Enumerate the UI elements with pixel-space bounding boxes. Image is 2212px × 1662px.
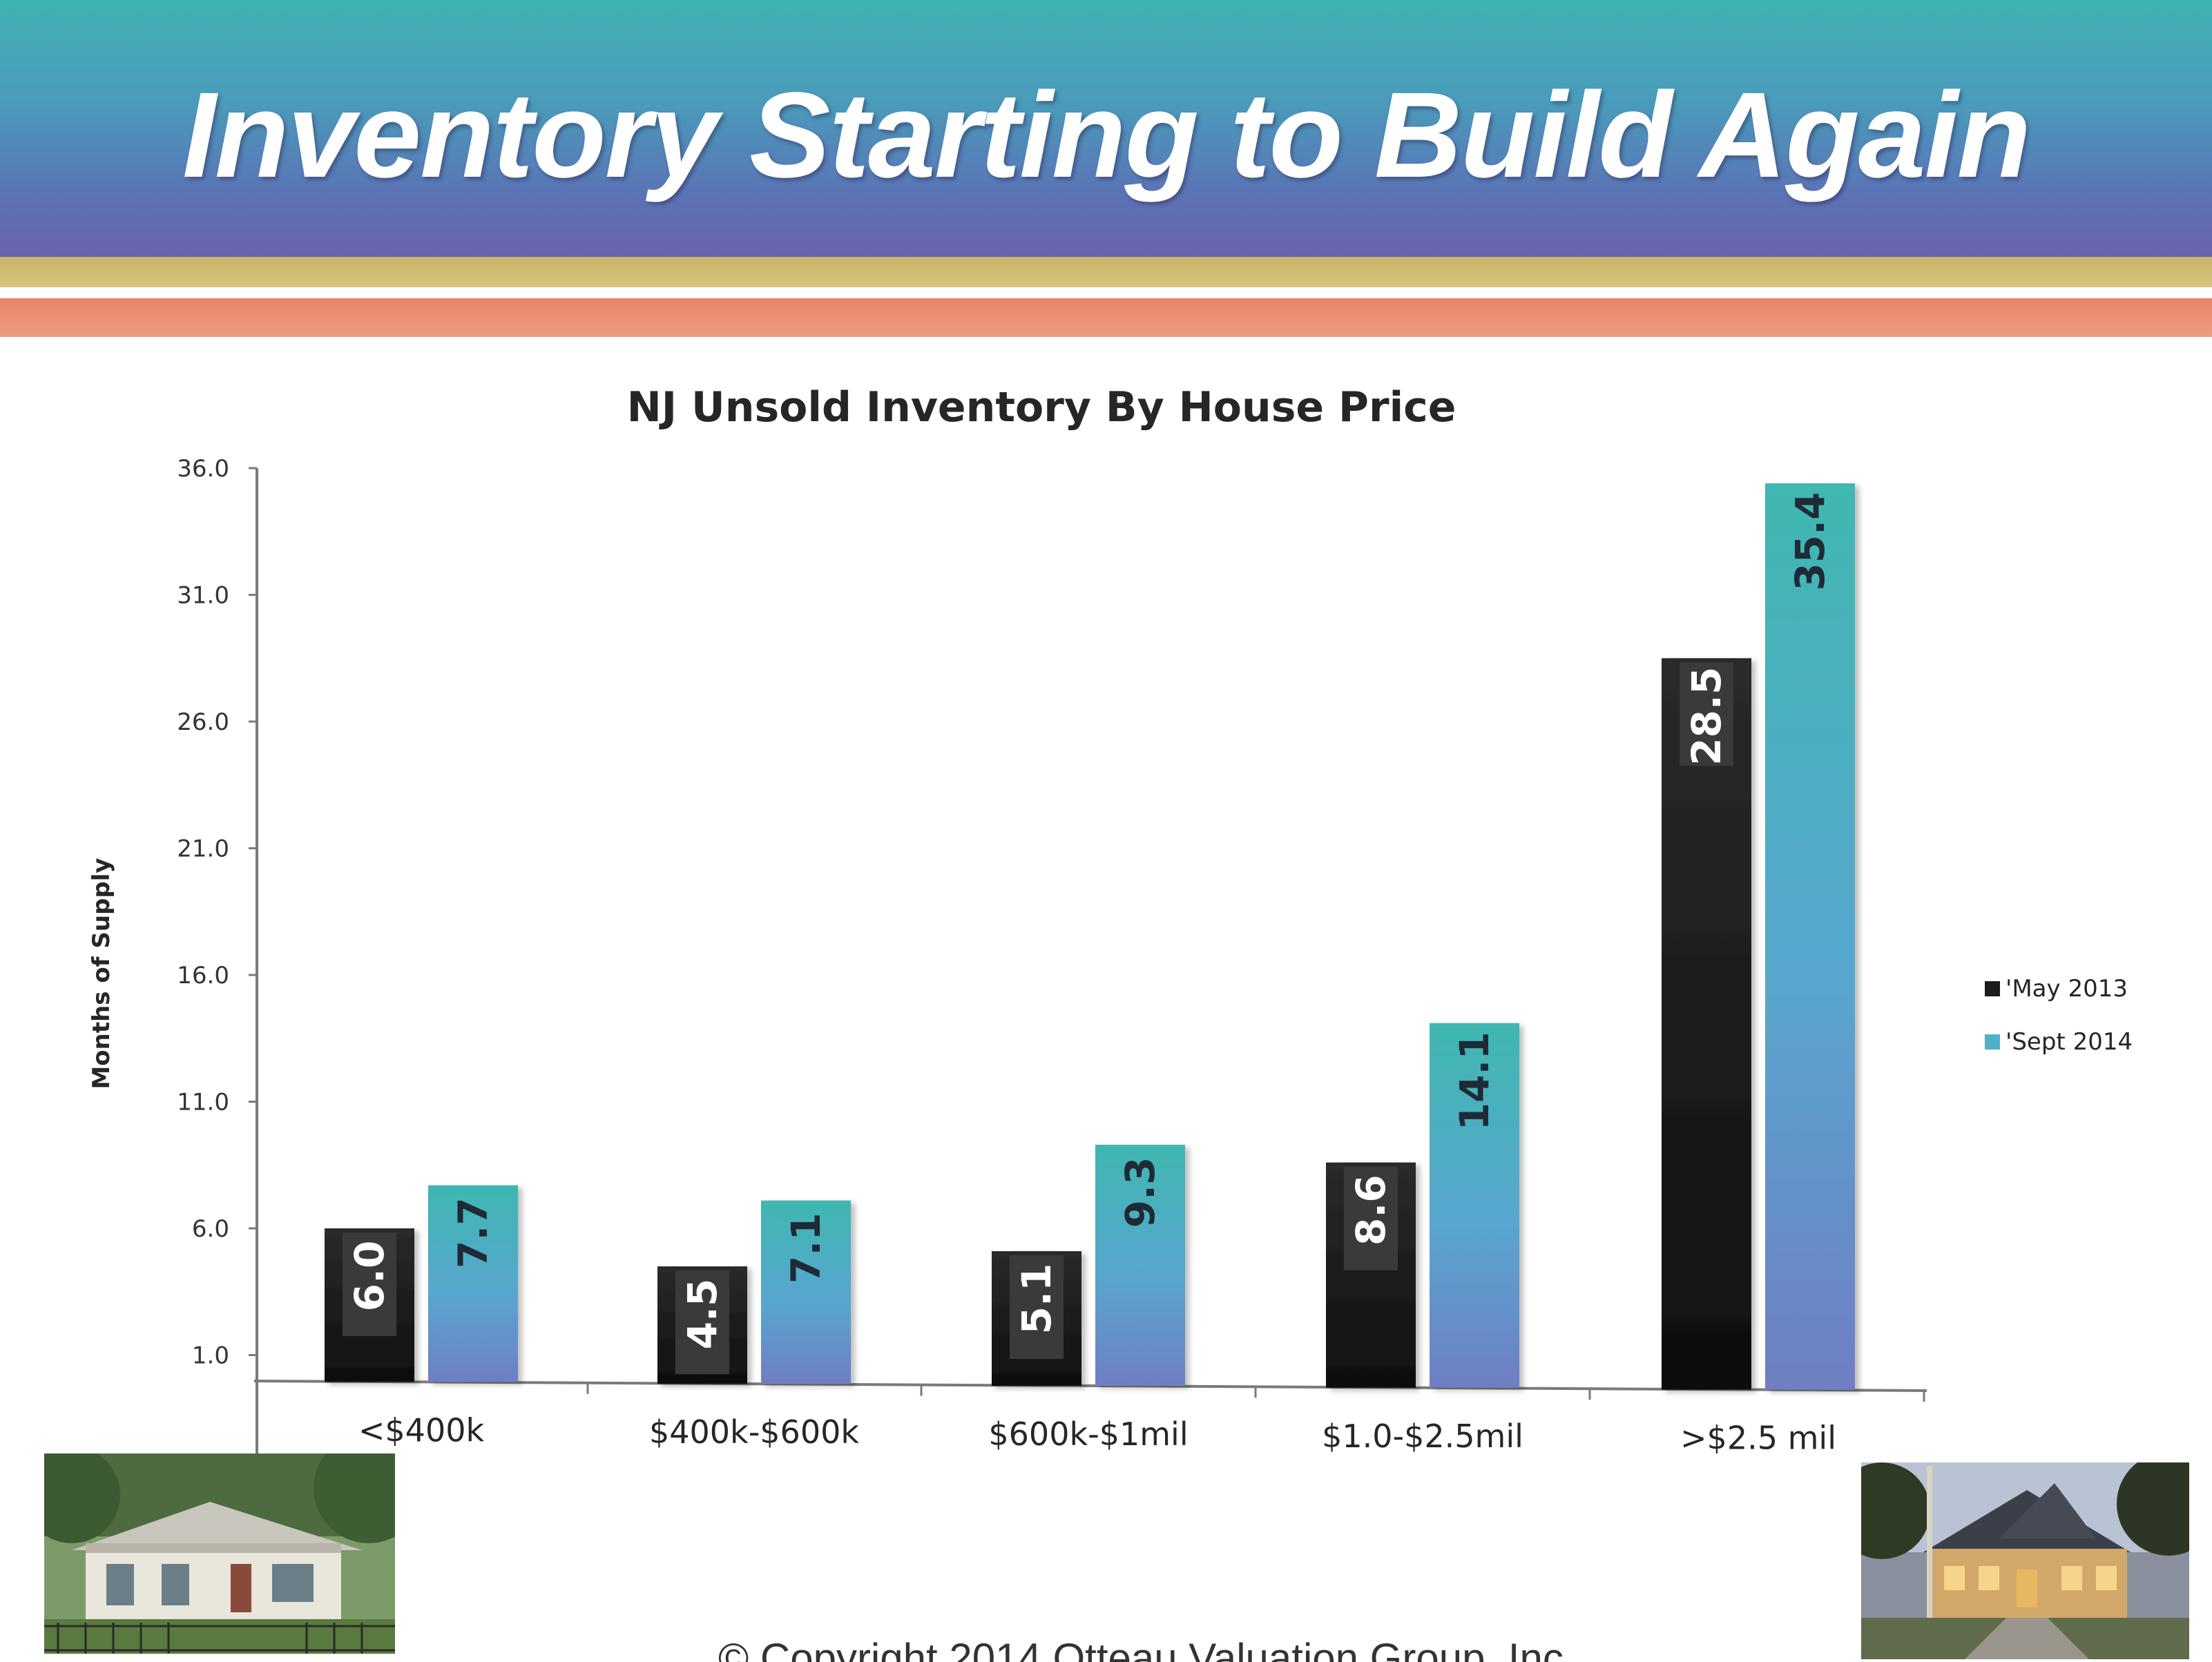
legend-swatch-sept-2014	[1985, 1034, 2000, 1050]
y-tick-group: 36.031.026.021.016.011.06.01.0-4.0	[177, 455, 257, 1496]
bar-sept-2014	[1765, 483, 1855, 1390]
orange-stripe	[0, 298, 2212, 337]
value-label: 8.6	[1347, 1175, 1394, 1246]
y-tick-label: 21.0	[177, 835, 229, 863]
value-label: 14.1	[1451, 1032, 1498, 1130]
value-label-box	[1680, 662, 1733, 766]
value-label-box	[1344, 1166, 1398, 1270]
bars-group: 6.0 7.7 4.5 7.1 5.1 9.3 8.6 14.1 28.5 35.4	[325, 483, 1855, 1390]
category-label: $400k-$600k	[649, 1413, 859, 1451]
slide-title: Inventory Starting to Build Again	[182, 68, 2031, 203]
small-house-photo	[44, 1453, 395, 1654]
chart-title: NJ Unsold Inventory By House Price	[627, 383, 1456, 432]
value-label: 35.4	[1787, 492, 1834, 590]
y-tick-label: 36.0	[177, 455, 229, 483]
legend-label-sept-2014: 'Sept 2014	[2006, 1028, 2133, 1056]
category-label: $1.0-$2.5mil	[1322, 1418, 1523, 1455]
y-tick-label: 11.0	[177, 1089, 229, 1117]
category-label: >$2.5 mil	[1680, 1420, 1836, 1457]
category-label: $600k-$1mil	[988, 1415, 1188, 1453]
value-label-box	[343, 1233, 396, 1336]
value-label-box	[675, 1270, 729, 1375]
bar-sept-2014	[1095, 1144, 1185, 1386]
x-tick-group	[256, 1381, 1925, 1402]
value-label: 7.1	[782, 1212, 829, 1284]
legend-swatch-may-2013	[1985, 981, 2000, 996]
value-label: 28.5	[1683, 667, 1730, 766]
bar-sept-2014	[761, 1200, 851, 1384]
legend-label-may-2013: 'May 2013	[2006, 975, 2128, 1003]
bar-may-2013	[1662, 658, 1751, 1390]
bar-sept-2014	[428, 1185, 518, 1382]
value-label: 9.3	[1117, 1157, 1164, 1228]
y-tick-label: 6.0	[192, 1215, 229, 1243]
x-axis-line	[253, 1380, 1927, 1392]
value-label: 7.7	[450, 1197, 497, 1268]
luxury-house-photo	[1861, 1462, 2189, 1659]
y-tick-label: 16.0	[177, 962, 229, 989]
y-tick-label: 1.0	[192, 1342, 229, 1370]
y-axis-label: Months of Supply	[88, 858, 115, 1089]
copyright-footer: © Copyright 2014 Otteau Valuation Group,…	[718, 1635, 1575, 1662]
y-tick-label: 31.0	[177, 582, 229, 610]
y-tick-label: 26.0	[177, 708, 229, 736]
value-label-box	[1010, 1255, 1064, 1360]
bar-sept-2014	[1430, 1023, 1519, 1388]
title-banner: Inventory Starting to Build Again	[0, 0, 2212, 257]
legend: 'May 2013 'Sept 2014	[1985, 975, 2133, 1056]
category-label: <$400k	[358, 1411, 485, 1449]
gold-stripe	[0, 257, 2212, 287]
value-label: 6.0	[346, 1241, 393, 1312]
category-labels-group: <$400k $400k-$600k $600k-$1mil $1.0-$2.5mil…	[358, 1411, 1836, 1456]
value-label: 5.1	[1013, 1264, 1060, 1335]
value-label: 4.5	[679, 1279, 726, 1350]
